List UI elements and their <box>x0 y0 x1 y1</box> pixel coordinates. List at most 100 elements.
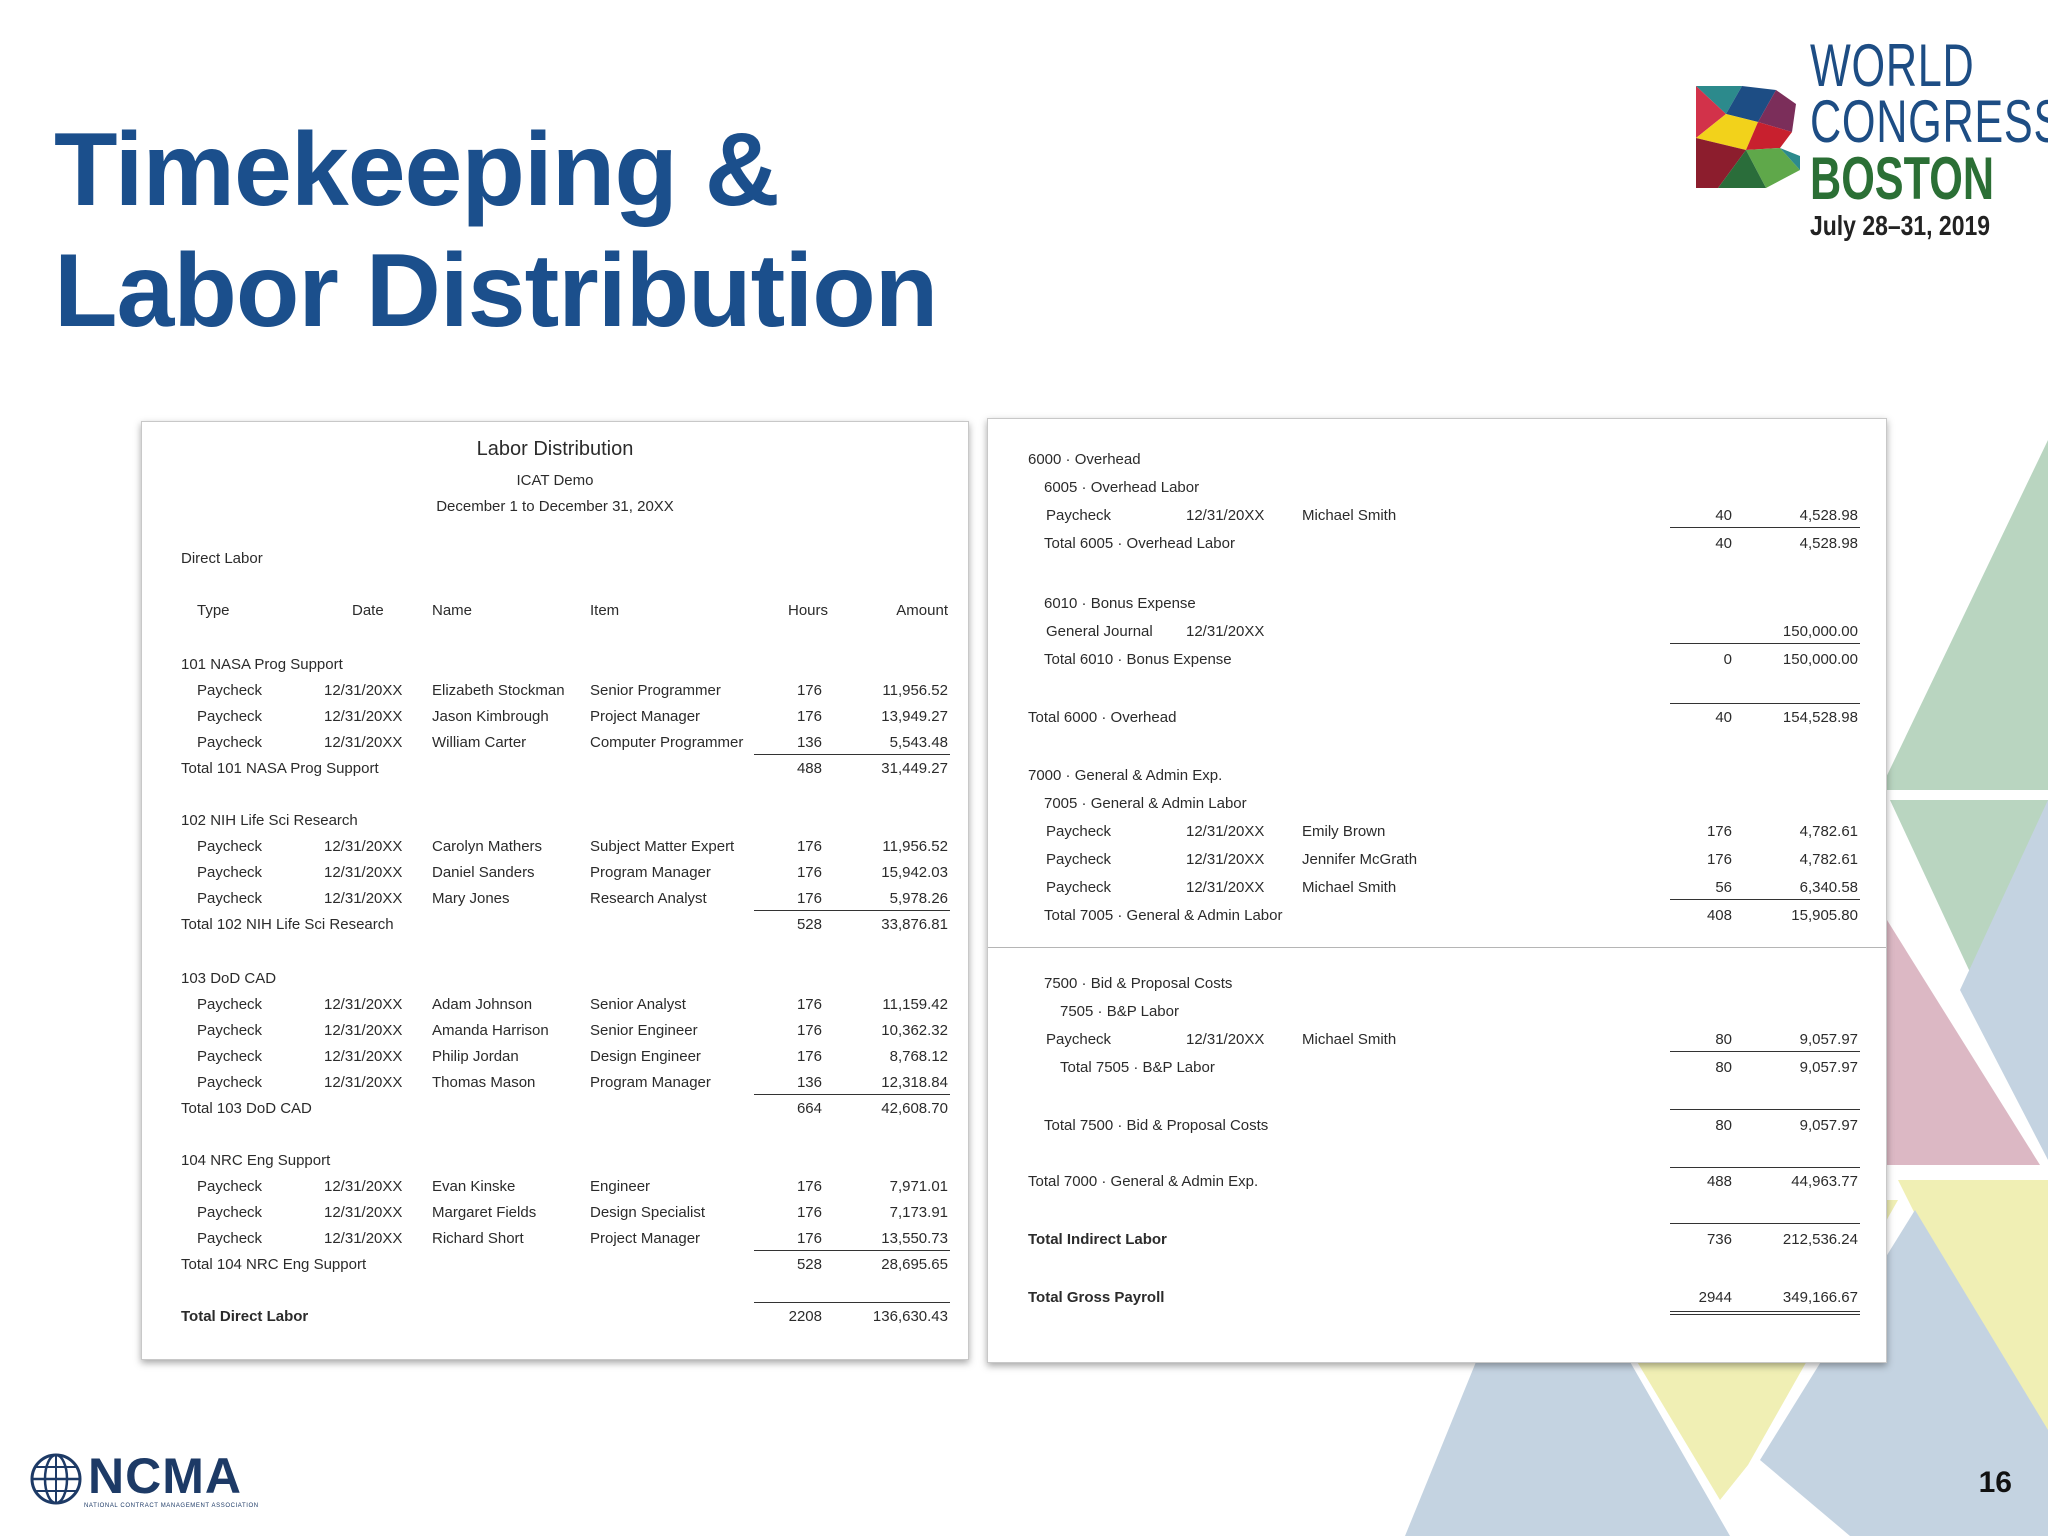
labor-distribution-report-direct: Labor Distribution ICAT Demo December 1 … <box>141 421 969 1360</box>
col-header-hours: Hours <box>787 602 828 619</box>
group-total-label: Total 104 NRC Eng Support <box>181 1256 367 1273</box>
page-break-line <box>988 947 1886 948</box>
row-amount: 7,173.91 <box>889 1204 948 1221</box>
group-total-label: Total 103 DoD CAD <box>181 1100 312 1117</box>
row-hours: 176 <box>796 1048 822 1065</box>
row-type: Paycheck <box>197 1204 263 1221</box>
row-item: Subject Matter Expert <box>590 838 735 855</box>
row-date: 12/31/20XX <box>1186 879 1265 896</box>
row-name: Daniel Sanders <box>432 864 535 881</box>
row-name: Richard Short <box>432 1230 524 1247</box>
row-type: Paycheck <box>197 1230 263 1247</box>
row-date: 12/31/20XX <box>324 864 403 881</box>
row-item: Research Analyst <box>590 890 707 907</box>
subtotal-hours: 408 <box>1706 907 1732 924</box>
logo-congress-text: CONGRESS <box>1810 88 2048 155</box>
row-amount: 15,942.03 <box>881 864 948 881</box>
row-name: Carolyn Mathers <box>432 838 543 855</box>
row-hours: 176 <box>796 1178 822 1195</box>
row-hours: 56 <box>1715 879 1732 896</box>
row-amount: 7,971.01 <box>889 1178 948 1195</box>
row-hours: 176 <box>1706 851 1732 868</box>
row-amount: 10,362.32 <box>881 1022 948 1039</box>
row-date: 12/31/20XX <box>324 1230 403 1247</box>
row-amount: 13,550.73 <box>881 1230 948 1247</box>
section-total-hours: 488 <box>1706 1173 1732 1190</box>
row-amount: 4,528.98 <box>1799 507 1858 524</box>
group-total-amount: 42,608.70 <box>881 1100 948 1117</box>
col-header-name: Name <box>432 602 473 619</box>
row-hours: 40 <box>1715 507 1732 524</box>
subtotal-label: Total 7505 · B&P Labor <box>1060 1059 1215 1076</box>
gross-payroll-label: Total Gross Payroll <box>1028 1289 1165 1306</box>
row-name: Michael Smith <box>1302 507 1397 524</box>
row-name: Michael Smith <box>1302 1031 1397 1048</box>
row-type: Paycheck <box>1046 879 1112 896</box>
total-rule <box>1670 1223 1860 1224</box>
section-total-label: Total 6000 · Overhead <box>1028 709 1177 726</box>
row-amount: 150,000.00 <box>1782 623 1858 640</box>
row-item: Computer Programmer <box>590 734 744 751</box>
row-type: Paycheck <box>197 996 263 1013</box>
group-total-label: Total 101 NASA Prog Support <box>181 760 379 777</box>
row-amount: 8,768.12 <box>889 1048 948 1065</box>
row-date: 12/31/20XX <box>324 708 403 725</box>
col-header-amount: Amount <box>896 602 948 619</box>
row-amount: 13,949.27 <box>881 708 948 725</box>
section-total-hours: 40 <box>1715 709 1732 726</box>
group-total-label: Total 102 NIH Life Sci Research <box>181 916 394 933</box>
subtotal-rule <box>754 1094 950 1095</box>
logo-dates-text: July 28–31, 2019 <box>1810 210 1991 241</box>
row-name: Michael Smith <box>1302 879 1397 896</box>
row-date: 12/31/20XX <box>324 1022 403 1039</box>
row-hours: 176 <box>796 838 822 855</box>
world-congress-emblem-icon <box>1696 86 1800 188</box>
row-hours: 176 <box>796 1022 822 1039</box>
row-hours: 176 <box>796 890 822 907</box>
row-name: Emily Brown <box>1302 823 1386 840</box>
row-item: Senior Engineer <box>590 1022 698 1039</box>
total-rule <box>1670 1109 1860 1110</box>
row-hours: 80 <box>1715 1031 1732 1048</box>
subsection-heading: 7500 · Bid & Proposal Costs <box>1044 975 1233 992</box>
row-hours: 136 <box>796 1074 822 1091</box>
bg-triangle-blue <box>1960 800 2048 1160</box>
col-header-item: Item <box>590 602 620 619</box>
total-rule <box>1670 1167 1860 1168</box>
row-type: Paycheck <box>1046 1031 1112 1048</box>
row-item: Program Manager <box>590 1074 711 1091</box>
subtotal-rule <box>754 1250 950 1251</box>
grand-total-rule <box>754 1302 950 1303</box>
section-heading: 7000 · General & Admin Exp. <box>1028 767 1223 784</box>
labor-distribution-report-indirect: 6000 · Overhead 6005 · Overhead Labor Pa… <box>987 418 1887 1363</box>
group-total-amount: 33,876.81 <box>881 916 948 933</box>
group-total-hours: 528 <box>796 1256 822 1273</box>
row-type: Paycheck <box>197 1074 263 1091</box>
subtotal-hours: 40 <box>1715 535 1732 552</box>
row-type: General Journal <box>1046 623 1153 640</box>
row-date: 12/31/20XX <box>324 1178 403 1195</box>
group-total-hours: 528 <box>796 916 822 933</box>
row-date: 12/31/20XX <box>324 838 403 855</box>
indirect-total-label: Total Indirect Labor <box>1028 1231 1167 1248</box>
row-hours: 176 <box>796 1230 822 1247</box>
row-amount: 4,782.61 <box>1799 823 1858 840</box>
row-type: Paycheck <box>197 1022 263 1039</box>
row-amount: 11,956.52 <box>882 682 948 699</box>
row-name: Jennifer McGrath <box>1302 851 1418 868</box>
row-name: Mary Jones <box>432 890 510 907</box>
subtotal-label: Total 6005 · Overhead Labor <box>1044 535 1235 552</box>
row-amount: 9,057.97 <box>1799 1031 1858 1048</box>
row-date: 12/31/20XX <box>1186 507 1265 524</box>
subtotal-label: Total 7500 · Bid & Proposal Costs <box>1044 1117 1269 1134</box>
world-congress-logo: WORLD CONGRESS BOSTON July 28–31, 2019 <box>1694 36 2048 248</box>
double-underline-rule <box>1670 1311 1860 1315</box>
subtotal-rule <box>754 910 950 911</box>
row-amount: 12,318.84 <box>881 1074 948 1091</box>
subtotal-amount: 4,528.98 <box>1799 535 1858 552</box>
subtotal-rule <box>754 754 950 755</box>
row-item: Engineer <box>590 1178 651 1195</box>
group-header: 101 NASA Prog Support <box>181 656 343 673</box>
grand-total-hours: 2208 <box>788 1308 822 1325</box>
row-hours: 136 <box>796 734 822 751</box>
